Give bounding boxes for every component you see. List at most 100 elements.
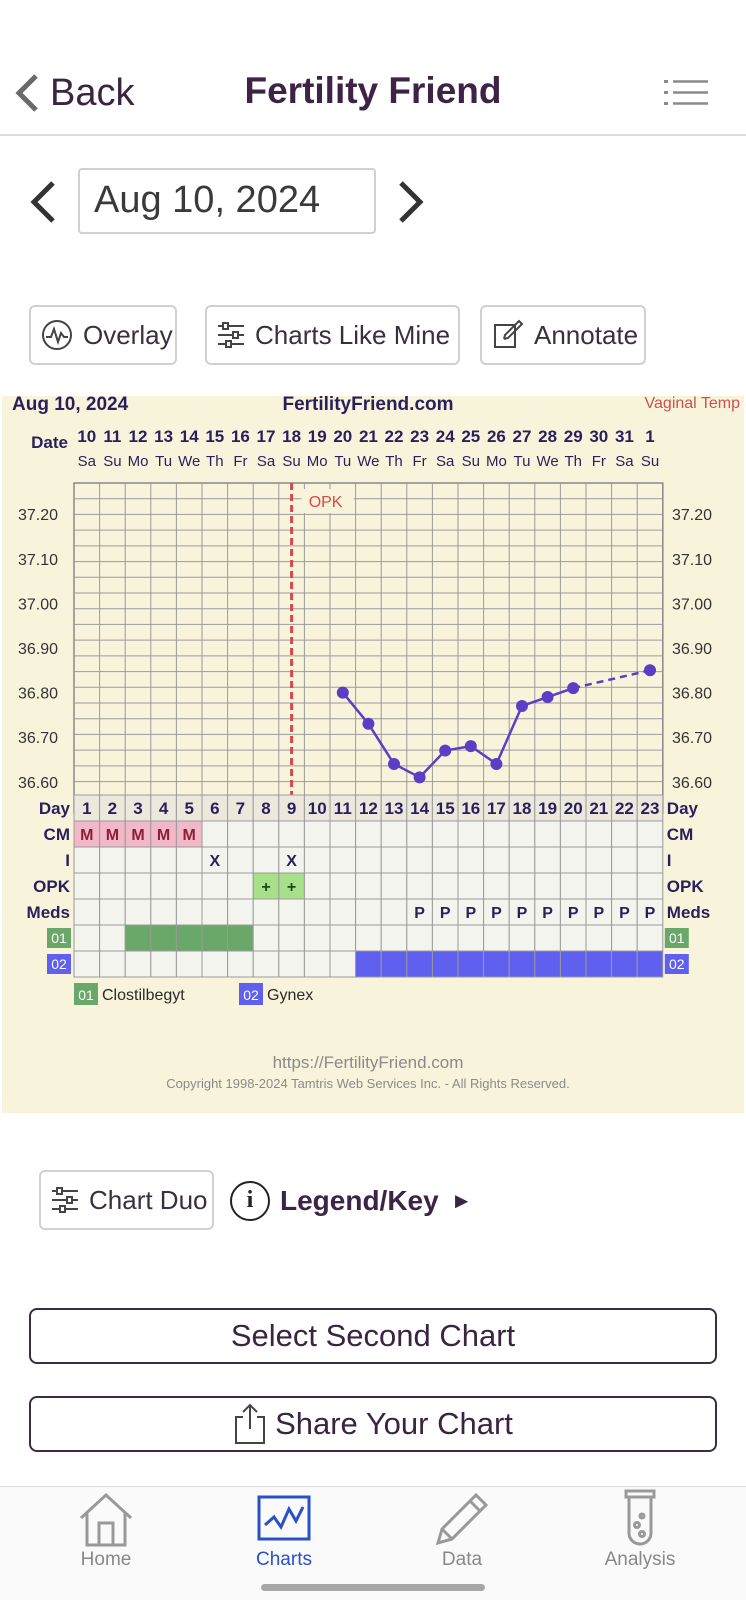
weekday-label: Mo xyxy=(307,453,328,470)
weekday-label: We xyxy=(178,453,200,470)
intercourse-cell xyxy=(99,846,126,874)
back-button[interactable]: Back xyxy=(14,70,134,116)
days-value: 23 xyxy=(641,799,660,818)
row-label-left: Meds xyxy=(27,903,70,922)
med2-cell xyxy=(483,950,510,978)
med-code-left: 01 xyxy=(51,930,67,946)
date-label: 17 xyxy=(257,427,276,446)
legend-key-link[interactable]: i Legend/Key ► xyxy=(230,1180,472,1222)
med-code-right: 01 xyxy=(669,930,685,946)
med1-cell xyxy=(124,924,152,952)
date-label: 16 xyxy=(231,427,250,446)
cm-cell xyxy=(329,820,357,848)
chart-duo-button[interactable]: Chart Duo xyxy=(39,1170,214,1230)
med1-cell xyxy=(483,924,510,952)
med2-cell xyxy=(406,950,433,978)
cm-cell xyxy=(585,820,613,848)
med1-cell xyxy=(508,924,536,952)
y-tick-left: 37.00 xyxy=(18,596,58,613)
cm-cell xyxy=(380,820,408,848)
meds-cell xyxy=(124,898,152,926)
weekday-label: Fr xyxy=(592,453,606,470)
overlay-button[interactable]: Overlay xyxy=(29,305,177,365)
intercourse-cell xyxy=(73,846,101,874)
opk-cell xyxy=(636,872,664,900)
row-label-right: Day xyxy=(667,799,699,818)
days-value: 13 xyxy=(385,799,404,818)
med2-cell xyxy=(508,950,536,978)
date-label: 28 xyxy=(538,427,557,446)
share-chart-button[interactable]: Share Your Chart xyxy=(29,1396,717,1452)
med1-cell xyxy=(278,924,305,952)
app-header: Back Fertility Friend xyxy=(0,40,746,136)
meds-value: P xyxy=(491,905,502,922)
list-menu-icon[interactable] xyxy=(664,78,708,113)
date-label: 14 xyxy=(180,427,199,446)
intercourse-cell xyxy=(457,846,485,874)
med1-cell xyxy=(329,924,357,952)
cm-cell xyxy=(355,820,382,848)
footer-copyright: Copyright 1998-2024 Tamtris Web Services… xyxy=(166,1076,569,1091)
med2-cell xyxy=(278,950,305,978)
opk-cell xyxy=(150,872,177,900)
tab-home[interactable]: Home xyxy=(13,1487,199,1577)
date-navigation: Aug 10, 2024 xyxy=(0,166,746,236)
med1-legend-badge xyxy=(74,983,98,1005)
charts-like-mine-button[interactable]: Charts Like Mine xyxy=(205,305,460,365)
opk-cell xyxy=(559,872,587,900)
tab-analysis[interactable]: Analysis xyxy=(547,1487,733,1577)
med1-cell xyxy=(636,924,664,952)
chevron-left-icon[interactable] xyxy=(28,180,58,224)
pencil-icon xyxy=(435,1492,489,1546)
annotate-button[interactable]: Annotate xyxy=(480,305,646,365)
date-label: 22 xyxy=(385,427,404,446)
intercourse-cell xyxy=(201,846,229,874)
med-code-badge-right xyxy=(664,928,689,948)
med1-legend-name: Clostilbegyt xyxy=(102,987,185,1004)
tab-data[interactable]: Data xyxy=(369,1487,555,1577)
med2-cell xyxy=(329,950,357,978)
date-label: 23 xyxy=(410,427,429,446)
chevron-right-icon[interactable] xyxy=(396,180,426,224)
intercourse-cell xyxy=(124,846,152,874)
med2-cell xyxy=(175,950,203,978)
med-code-badge-left xyxy=(47,954,71,974)
cm-cell xyxy=(457,820,485,848)
chart-site: FertilityFriend.com xyxy=(282,396,453,415)
cm-cell xyxy=(406,820,433,848)
temp-line-dashed xyxy=(572,669,651,690)
y-tick-right: 37.20 xyxy=(672,507,712,524)
days-cell xyxy=(611,794,638,822)
meds-cell xyxy=(355,898,382,926)
opk-annotation: OPK xyxy=(309,494,343,511)
intercourse-cell xyxy=(175,846,203,874)
date-field[interactable]: Aug 10, 2024 xyxy=(78,168,376,234)
opk-cell xyxy=(175,872,203,900)
row-label-right: Meds xyxy=(667,903,710,922)
temp-line-segment xyxy=(495,705,524,765)
tab-charts[interactable]: Charts xyxy=(191,1487,377,1577)
row-label-right: OPK xyxy=(667,877,705,896)
days-value: 14 xyxy=(410,799,429,818)
days-value: 10 xyxy=(308,799,327,818)
opk-cell xyxy=(227,872,254,900)
days-value: 16 xyxy=(461,799,480,818)
med2-cell xyxy=(150,950,177,978)
med2-cell xyxy=(457,950,485,978)
cm-cell xyxy=(431,820,459,848)
sliders-icon xyxy=(218,322,244,348)
days-cell xyxy=(303,794,331,822)
row-label-left: CM xyxy=(44,825,70,844)
y-tick-right: 37.00 xyxy=(672,596,712,613)
fertility-chart[interactable]: Aug 10, 2024 FertilityFriend.com Vaginal T… xyxy=(2,394,744,1113)
opk-value: + xyxy=(261,879,270,896)
play-arrow-icon: ► xyxy=(450,1188,473,1213)
opk-cell xyxy=(508,872,536,900)
weekday-label: Tu xyxy=(514,453,531,470)
med1-cell xyxy=(559,924,587,952)
cm-cell xyxy=(636,820,664,848)
cm-value: M xyxy=(157,827,170,844)
select-second-chart-button[interactable]: Select Second Chart xyxy=(29,1308,717,1364)
meds-cell xyxy=(508,898,536,926)
tab-home-label: Home xyxy=(80,1549,132,1570)
